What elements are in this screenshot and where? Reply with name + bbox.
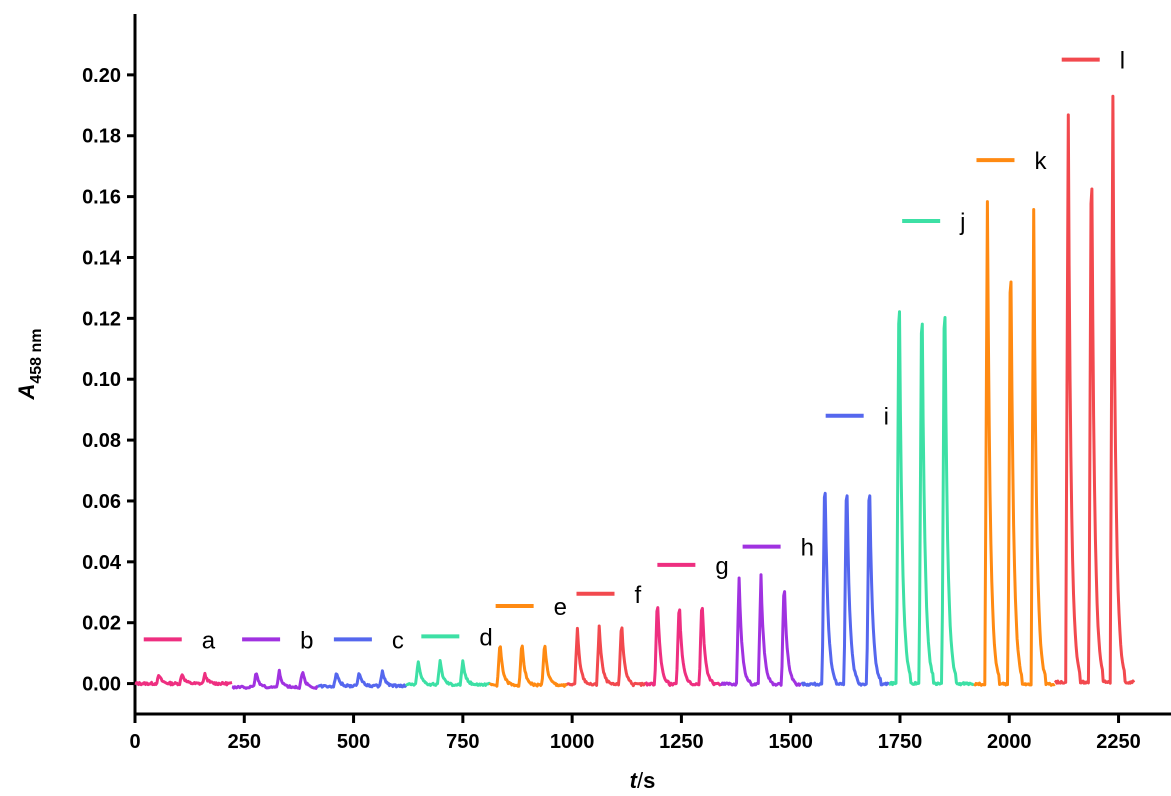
- series-label-b: b: [300, 627, 313, 654]
- y-tick-label: 0.10: [82, 369, 121, 391]
- series-line-g: [644, 606, 722, 687]
- y-axis-label-main: A: [14, 384, 39, 401]
- series-line-k: [973, 200, 1056, 687]
- series-label-l: l: [1120, 48, 1125, 75]
- x-tick-label: 750: [446, 731, 479, 753]
- series-line-h: [719, 573, 802, 687]
- series-label-c: c: [392, 627, 404, 654]
- series-line-a: [134, 671, 233, 687]
- series-label-g: g: [715, 553, 728, 580]
- y-tick-label: 0.02: [82, 613, 121, 635]
- y-tick-label: 0.16: [82, 187, 121, 209]
- series-label-d: d: [479, 624, 492, 651]
- x-tick-label: 2250: [1096, 731, 1141, 753]
- series-line-b: [231, 668, 319, 690]
- series-label-i: i: [884, 404, 889, 431]
- x-axis-label: t/s: [630, 768, 656, 793]
- y-tick-label: 0.08: [82, 430, 121, 452]
- series-label-h: h: [801, 535, 814, 562]
- series-label-f: f: [635, 582, 642, 609]
- series-group: [134, 94, 1136, 690]
- series-label-a: a: [202, 627, 216, 654]
- x-tick-label: 0: [129, 731, 140, 753]
- x-tick-label: 2000: [987, 731, 1032, 753]
- series-labels: a b c d e f g h i j k l: [143, 48, 1125, 654]
- series-line-d: [404, 659, 491, 688]
- x-tick-label: 1000: [550, 731, 595, 753]
- y-tick-label: 0.06: [82, 491, 121, 513]
- series-line-f: [566, 624, 647, 688]
- x-tick-label: 250: [228, 731, 261, 753]
- x-tick-label: 1500: [768, 731, 813, 753]
- x-axis-label-main: t: [630, 768, 639, 793]
- x-axis-label-sep: /: [637, 768, 644, 793]
- y-tick-label: 0.20: [82, 65, 121, 87]
- series-line-c: [317, 669, 408, 689]
- series-label-e: e: [554, 594, 567, 621]
- axes: 0.00 0.02 0.04 0.06 0.08 0.10 0.12 0.14 0.16 0.18…: [82, 14, 1171, 753]
- x-axis-label-unit: s: [643, 768, 655, 793]
- series-line-j: [888, 310, 976, 687]
- y-tick-label: 0.18: [82, 126, 121, 148]
- series-line-e: [488, 644, 568, 688]
- y-axis-label-sub: 458 nm: [28, 328, 45, 383]
- series-line-i: [800, 491, 891, 687]
- series-line-l: [1053, 94, 1136, 685]
- y-tick-label: 0.14: [82, 247, 122, 269]
- series-label-k: k: [1034, 148, 1047, 175]
- x-tick-label: 1750: [878, 731, 923, 753]
- x-tick-label: 1250: [659, 731, 704, 753]
- series-label-j: j: [959, 209, 965, 236]
- y-tick-label: 0.12: [82, 308, 121, 330]
- y-axis-label: A458 nm: [14, 328, 45, 400]
- x-tick-label: 500: [337, 731, 370, 753]
- y-tick-label: 0.00: [82, 674, 121, 696]
- y-tick-label: 0.04: [82, 552, 122, 574]
